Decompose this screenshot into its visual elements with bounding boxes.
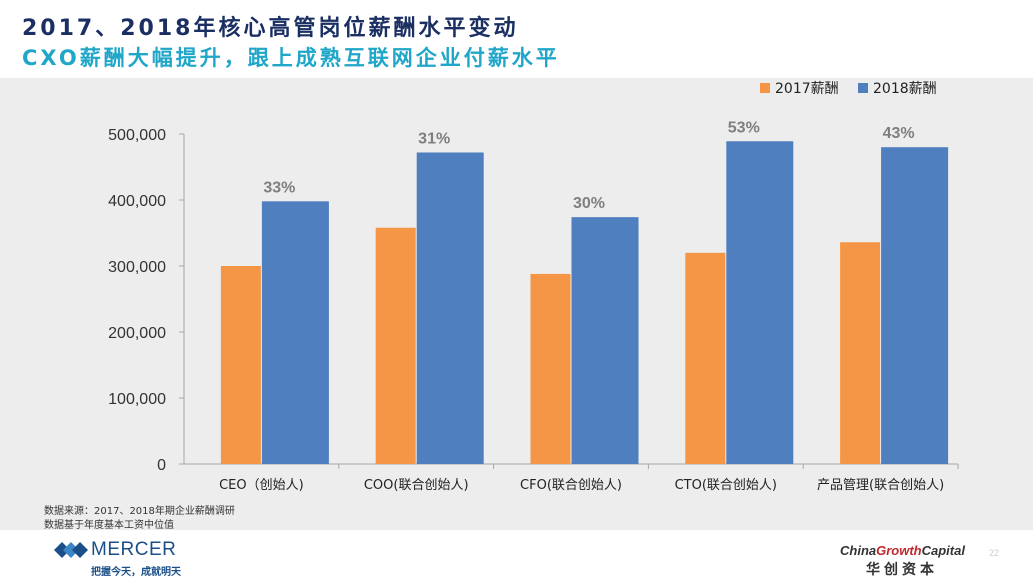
bar-2017: [530, 273, 571, 464]
china-growth-capital-logo: ChinaGrowthCapital: [840, 543, 965, 558]
legend-entry: 2018薪酬: [873, 81, 937, 97]
bar-2017: [375, 227, 416, 464]
y-tick-label: 0: [157, 457, 166, 474]
growth-label: 43%: [883, 125, 915, 142]
growth-label: 31%: [418, 130, 450, 147]
x-tick-label: 产品管理(联合创始人): [817, 478, 944, 493]
bar-2017: [220, 266, 261, 464]
bar-2018: [881, 147, 949, 464]
bar-2017: [840, 242, 881, 464]
bar-2018: [726, 141, 794, 464]
legend-entry: 2017薪酬: [775, 81, 839, 97]
y-tick-label: 100,000: [108, 391, 166, 408]
cgc-logo-part-c: Capital: [921, 543, 965, 558]
legend-swatch: [858, 83, 868, 93]
growth-label: 53%: [728, 119, 760, 136]
x-tick-label: CTO(联合创始人): [675, 478, 777, 493]
growth-label: 33%: [263, 179, 295, 196]
bar-2017: [685, 252, 726, 464]
cgc-logo-part-b: Growth: [876, 543, 922, 558]
page-subtitle: CXO薪酬大幅提升，跟上成熟互联网企业付薪水平: [22, 46, 560, 70]
mercer-logo-icon: [54, 542, 88, 558]
bar-2018: [416, 152, 484, 465]
mercer-logo-text: MERCER: [91, 539, 177, 560]
mercer-slogan: 把握今天，成就明天: [91, 567, 181, 578]
salary-bar-chart: 0 100,000 200,000 300,000 400,000 500,000 33% C…: [108, 81, 959, 493]
header: 2017、2018年核心高管岗位薪酬水平变动 CXO薪酬大幅提升，跟上成熟互联网…: [0, 0, 1033, 78]
cgc-logo-part-a: China: [840, 543, 877, 558]
legend-swatch: [760, 83, 770, 93]
page-title: 2017、2018年核心高管岗位薪酬水平变动: [22, 16, 519, 41]
source-basis-note: 数据基于年度基本工资中位值: [44, 520, 174, 531]
x-tick-label: CEO（创始人): [219, 478, 304, 493]
growth-label: 30%: [573, 195, 605, 212]
footer: [0, 530, 1033, 580]
source-note: 数据来源：2017、2018年期企业薪酬调研: [44, 506, 235, 517]
page-number: 22: [989, 548, 1000, 558]
x-tick-label: COO(联合创始人): [364, 478, 469, 493]
china-growth-capital-cn-logo: 华创资本: [866, 562, 938, 578]
x-tick-label: CFO(联合创始人): [520, 478, 622, 493]
y-tick-label: 400,000: [108, 193, 166, 210]
bar-2018: [571, 217, 639, 464]
y-tick-label: 300,000: [108, 259, 166, 276]
y-tick-label: 200,000: [108, 325, 166, 342]
y-tick-label: 500,000: [108, 127, 166, 144]
bar-2018: [261, 201, 329, 464]
